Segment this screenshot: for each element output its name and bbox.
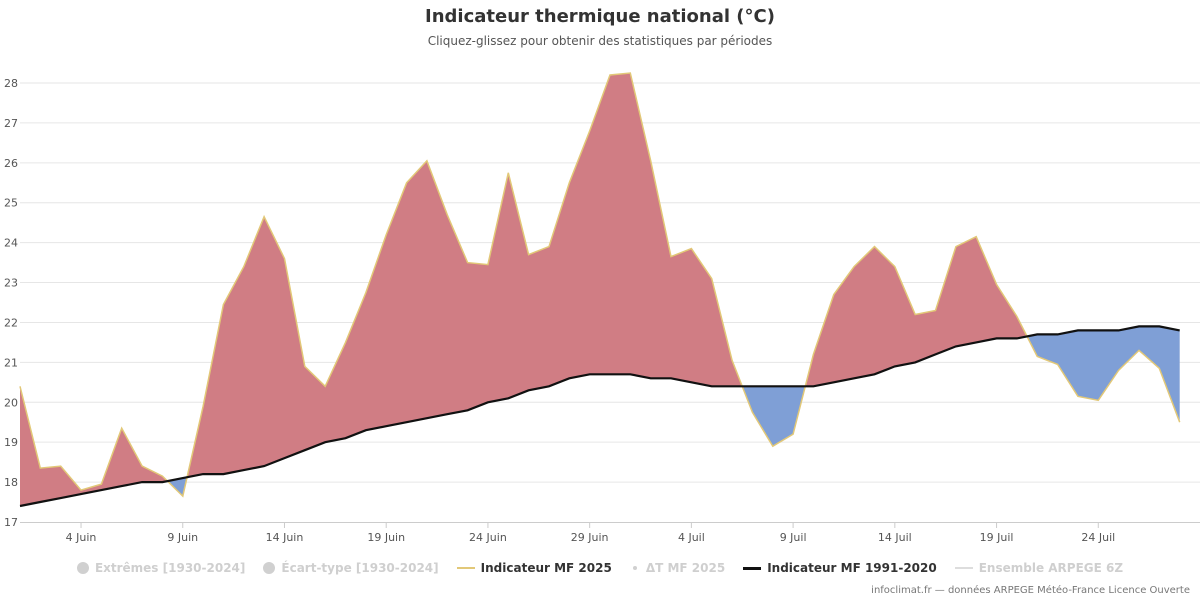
legend-item-4[interactable]: Indicateur MF 1991-2020 xyxy=(743,561,937,575)
legend-label: Ensemble ARPEGE 6Z xyxy=(978,561,1124,575)
x-tick-label: 24 Juin xyxy=(469,531,507,544)
legend-line-icon xyxy=(954,567,973,569)
legend-line-icon xyxy=(743,566,762,570)
x-tick-label: 19 Juin xyxy=(367,531,405,544)
x-tick-label: 14 Juin xyxy=(266,531,304,544)
chart-subtitle: Cliquez-glissez pour obtenir des statist… xyxy=(427,34,773,48)
y-tick-label: 20 xyxy=(4,396,18,409)
x-tick-label: 4 Juin xyxy=(66,531,97,544)
warm-anomaly-area-0 xyxy=(20,386,168,506)
x-tick-label: 29 Juin xyxy=(571,531,609,544)
y-tick-label: 17 xyxy=(4,516,18,529)
y-tick-label: 23 xyxy=(4,277,18,290)
y-tick-label: 24 xyxy=(4,237,18,250)
series-line-mf-2025[interactable] xyxy=(19,72,1181,498)
y-axis-ticks: 17 18 19 20 21 22 23 24 25 26 27 28 xyxy=(4,77,18,529)
warm-anomaly-area-2 xyxy=(187,73,743,478)
cold-anomaly-area-1 xyxy=(167,477,187,497)
legend-dot-icon xyxy=(263,562,276,574)
legend-small-dot-icon xyxy=(632,566,637,570)
legend: Extrêmes [1930-2024] Écart-type [1930-202… xyxy=(0,561,1200,575)
legend-dot-icon xyxy=(76,562,89,574)
y-tick-label: 25 xyxy=(4,197,18,210)
series-line-mf-1991-2020[interactable] xyxy=(19,325,1180,508)
cold-anomaly-area-5 xyxy=(1027,326,1180,423)
credits[interactable]: infoclimat.fr — données ARPEGE Météo-Fra… xyxy=(871,585,1190,596)
series-lines xyxy=(19,72,1181,508)
legend-label: ΔT MF 2025 xyxy=(645,561,726,575)
legend-item-2[interactable]: Indicateur MF 2025 xyxy=(456,561,612,575)
legend-label: Indicateur MF 1991-2020 xyxy=(767,561,937,575)
y-tick-label: 28 xyxy=(4,77,18,90)
legend-label: Écart-type [1930-2024] xyxy=(281,561,439,575)
legend-line-icon xyxy=(456,567,475,569)
legend-label: Extrêmes [1930-2024] xyxy=(94,561,246,575)
y-tick-label: 21 xyxy=(4,356,18,369)
warm-anomaly-area-4 xyxy=(805,236,1028,387)
y-tick-label: 27 xyxy=(4,117,18,130)
x-tick-label: 9 Juin xyxy=(167,531,198,544)
cold-anomaly-area-3 xyxy=(742,386,806,447)
y-tick-label: 26 xyxy=(4,157,18,170)
x-tick-label: 14 Juil xyxy=(878,531,912,544)
legend-label: Indicateur MF 2025 xyxy=(480,561,612,575)
y-tick-label: 18 xyxy=(4,476,18,489)
y-tick-label: 22 xyxy=(4,316,18,329)
y-tick-label: 19 xyxy=(4,436,18,449)
chart-plot[interactable]: 17 18 19 20 21 22 23 24 25 26 27 28 4 Juin 9 Juin 14 … xyxy=(0,0,1200,560)
x-tick-label: 24 Juil xyxy=(1081,531,1115,544)
legend-item-0[interactable]: Extrêmes [1930-2024] xyxy=(76,561,246,575)
x-tick-label: 9 Juil xyxy=(780,531,807,544)
x-axis: 4 Juin 9 Juin 14 Juin 19 Juin 24 Juin 29 Juin… xyxy=(20,522,1200,544)
legend-item-1[interactable]: Écart-type [1930-2024] xyxy=(263,561,439,575)
x-tick-label: 19 Juil xyxy=(980,531,1014,544)
legend-item-3[interactable]: ΔT MF 2025 xyxy=(630,561,725,575)
x-tick-label: 4 Juil xyxy=(678,531,705,544)
legend-item-5[interactable]: Ensemble ARPEGE 6Z xyxy=(954,561,1124,575)
chart-title: Indicateur thermique national (°C) xyxy=(425,6,775,27)
anomaly-areas xyxy=(20,73,1180,506)
